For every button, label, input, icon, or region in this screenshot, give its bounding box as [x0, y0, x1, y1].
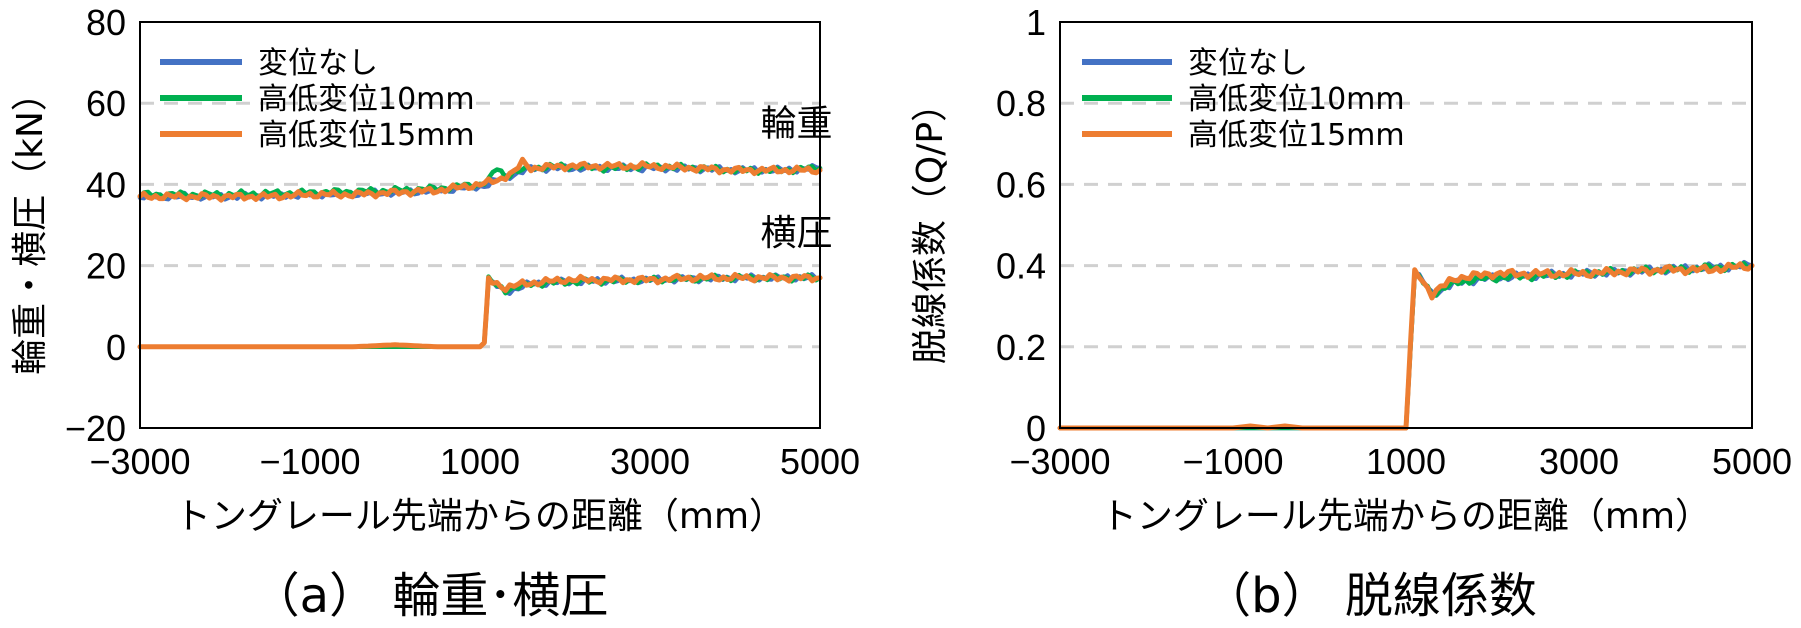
x-tick-label: −1000: [259, 441, 360, 482]
x-tick-label: 5000: [1712, 441, 1792, 482]
legend-label: 高低変位15mm: [1188, 118, 1405, 153]
x-tick-label: 3000: [610, 441, 690, 482]
y-axis-title: 脱線係数（Q/P）: [910, 86, 951, 364]
series-line-高低変位10mm: [137, 272, 823, 350]
x-tick-label: −1000: [1182, 441, 1283, 482]
series-line-変位なし: [137, 272, 823, 350]
y-tick-label: −20: [65, 408, 126, 449]
y-tick-label: 0.2: [996, 327, 1046, 368]
legend-label: 高低変位10mm: [1188, 82, 1405, 117]
chart-panel-a: −20 0 20 40 60 80 −3000 −1000 1000 3000 5000 トングレール…: [10, 2, 860, 624]
x-tick-label: 1000: [1366, 441, 1446, 482]
x-axis-title: トングレール先端からの距離（mm）: [1101, 496, 1711, 537]
y-tick-label: 60: [86, 83, 126, 124]
annotation-label: 輪重: [761, 104, 833, 145]
y-tick-label: 80: [86, 2, 126, 43]
y-tick-label: 0: [106, 327, 126, 368]
legend-label: 変位なし: [258, 46, 378, 81]
y-tick-label: 40: [86, 164, 126, 205]
x-tick-label: −3000: [89, 441, 190, 482]
y-axis-title: 輪重・横圧（kN）: [10, 75, 51, 375]
x-tick-label: 3000: [1539, 441, 1619, 482]
panel-caption: （b） 脱線係数: [1203, 568, 1537, 624]
chart-panel-b: 0 0.2 0.4 0.6 0.8 1 −3000 −1000 1000 3000 5000トングレ…: [910, 2, 1792, 624]
legend-label: 変位なし: [1188, 46, 1308, 81]
y-tick-label: 20: [86, 246, 126, 287]
legend-label: 高低変位10mm: [258, 82, 475, 117]
x-tick-label: 5000: [780, 441, 860, 482]
x-tick-label: 1000: [440, 441, 520, 482]
plot-frame: [1059, 21, 1753, 429]
legend-label: 高低変位15mm: [258, 118, 475, 153]
x-tick-label: −3000: [1009, 441, 1110, 482]
series-高低変位15mm: [137, 156, 823, 350]
panel-caption: （a） 輪重･横圧: [252, 568, 609, 624]
annotation-label: 横圧: [761, 213, 833, 254]
y-tick-label: 1: [1026, 2, 1046, 43]
y-tick-label: 0.4: [996, 246, 1046, 287]
series-line-高低変位15mm: [137, 156, 823, 203]
x-axis-title: トングレール先端からの距離（mm）: [175, 496, 785, 537]
y-tick-label: 0.6: [996, 164, 1046, 205]
y-tick-label: 0: [1026, 408, 1046, 449]
series-高低変位10mm: [137, 161, 823, 350]
series-line-高低変位15mm: [137, 272, 823, 350]
plot-frame: [139, 21, 821, 429]
y-tick-label: 0.8: [996, 83, 1046, 124]
